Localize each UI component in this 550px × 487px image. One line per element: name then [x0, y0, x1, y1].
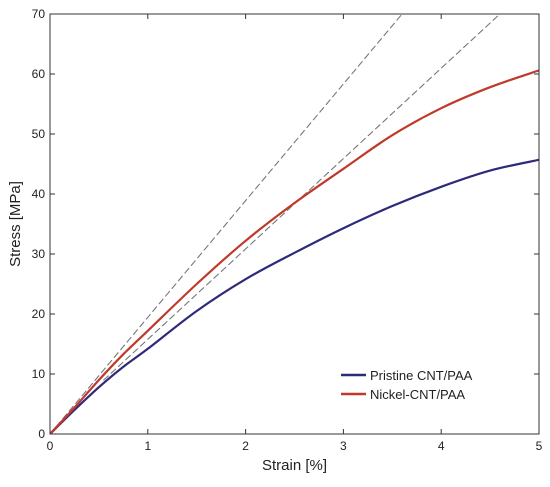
- x-tick-label: 2: [242, 439, 249, 453]
- plot-frame: [49, 13, 540, 435]
- series-pristine-cnt-paa: [50, 158, 539, 434]
- legend-label-nickel: Nickel-CNT/PAA: [370, 387, 465, 402]
- legend: Pristine CNT/PAA Nickel-CNT/PAA: [341, 368, 473, 402]
- series-layer: [50, 14, 539, 434]
- y-tick-label: 10: [32, 367, 46, 381]
- y-tick-label: 70: [32, 7, 46, 21]
- y-tick-label: 40: [32, 187, 46, 201]
- legend-label-pristine: Pristine CNT/PAA: [370, 368, 473, 383]
- x-axis-label: Strain [%]: [262, 457, 327, 474]
- x-ticks: 0 1 2 3 4 5: [47, 14, 543, 453]
- y-tick-label: 30: [32, 247, 46, 261]
- x-tick-label: 5: [536, 439, 543, 453]
- x-tick-label: 4: [438, 439, 445, 453]
- x-tick-label: 3: [340, 439, 347, 453]
- tangent-line-1: [50, 14, 403, 434]
- x-tick-label: 0: [47, 439, 54, 453]
- series-nickel-cnt-paa: [50, 69, 539, 434]
- y-ticks: 0 10 20 30 40 50 60 70: [32, 7, 539, 441]
- x-tick-label: 1: [144, 439, 151, 453]
- y-tick-label: 20: [32, 307, 46, 321]
- y-axis-label: Stress [MPa]: [7, 181, 24, 267]
- y-tick-label: 0: [38, 427, 45, 441]
- plot-area: [50, 14, 539, 434]
- y-tick-label: 50: [32, 127, 46, 141]
- y-tick-label: 60: [32, 67, 46, 81]
